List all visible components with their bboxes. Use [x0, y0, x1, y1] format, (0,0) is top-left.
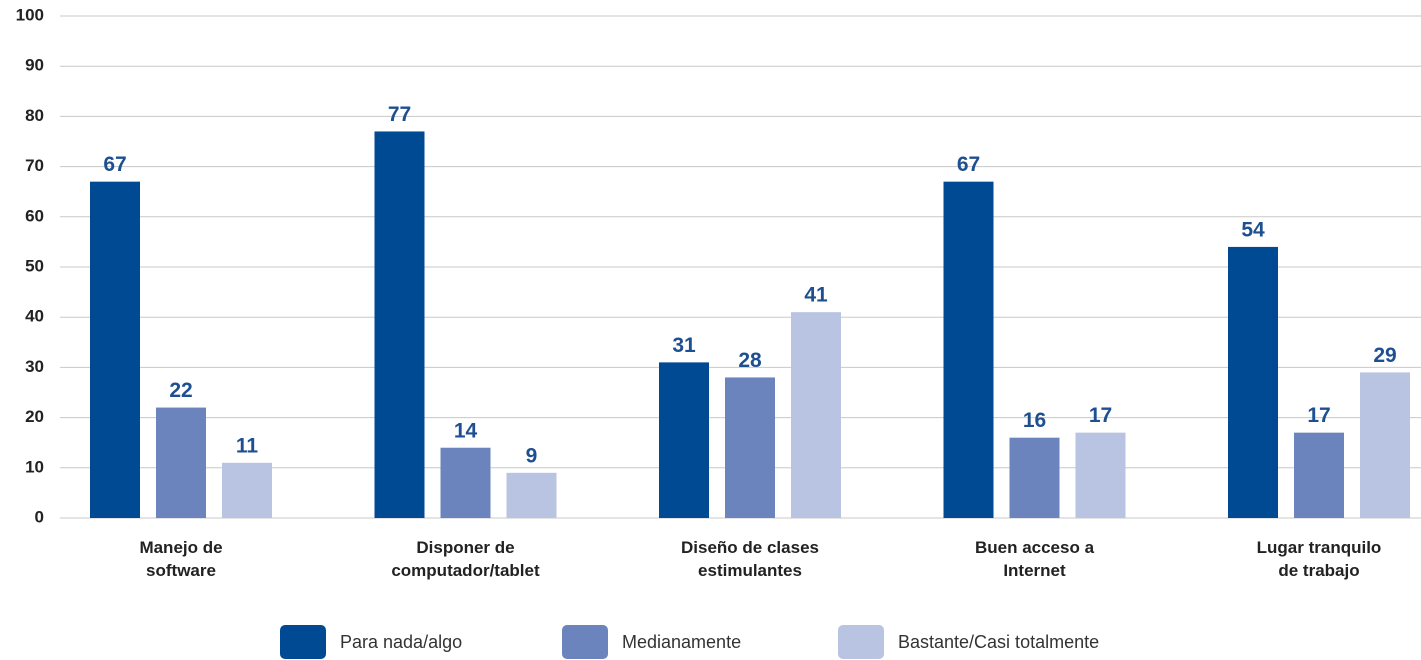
bar: [1360, 372, 1410, 518]
legend-item: Para nada/algo: [280, 624, 462, 660]
x-tick-label: Lugar tranquilo de trabajo: [1256, 538, 1382, 580]
y-tick-label: 60: [25, 206, 44, 225]
value-label: 54: [1241, 218, 1265, 241]
x-tick-label: Buen acceso a Internet: [974, 538, 1095, 580]
bar: [1294, 432, 1344, 518]
y-tick-label: 0: [35, 507, 44, 526]
bar: [943, 181, 994, 518]
y-tick-label: 40: [25, 307, 44, 326]
y-tick-label: 90: [25, 56, 44, 75]
bar: [374, 131, 425, 518]
y-tick-label: 20: [25, 407, 44, 426]
value-label: 77: [388, 103, 411, 126]
legend-label: Bastante/Casi totalmente: [898, 631, 1100, 652]
value-label: 22: [169, 379, 192, 402]
value-label: 67: [103, 153, 126, 176]
x-tick-label: Disponer de computador/tablet: [391, 538, 540, 580]
bar: [506, 472, 557, 518]
y-tick-label: 80: [25, 106, 44, 125]
legend-swatch: [562, 625, 608, 659]
legend-item: Bastante/Casi totalmente: [838, 624, 1099, 660]
value-label: 31: [672, 334, 696, 357]
value-label: 67: [957, 153, 980, 176]
y-tick-label: 70: [25, 156, 44, 175]
value-label: 16: [1023, 409, 1046, 432]
value-label: 28: [738, 349, 762, 372]
bar: [222, 462, 272, 518]
value-label: 9: [526, 444, 538, 467]
y-tick-label: 100: [16, 5, 44, 24]
bar: [659, 362, 709, 518]
legend-swatch: [280, 625, 326, 659]
value-label: 29: [1373, 344, 1396, 367]
bar: [1228, 246, 1278, 519]
legend-label: Para nada/algo: [340, 631, 463, 652]
value-label: 14: [454, 419, 478, 442]
legend-label: Medianamente: [622, 631, 742, 652]
bar: [440, 447, 491, 518]
legend-swatch: [838, 625, 884, 659]
legend-item: Medianamente: [562, 624, 741, 660]
bar: [156, 407, 206, 518]
x-tick-label: Diseño de clases estimulantes: [681, 538, 819, 580]
bar: [1075, 432, 1126, 518]
value-label: 17: [1089, 404, 1112, 427]
value-label: 17: [1307, 404, 1330, 427]
value-label: 11: [236, 434, 259, 457]
x-tick-label: Manejo de software: [139, 538, 223, 580]
plot: 0 10 20 30 40 50 60 70 80 90 100 67 22 11 77 14 9 31 28 41 6…: [16, 5, 1421, 526]
y-tick-label: 10: [25, 457, 44, 476]
bar: [791, 312, 841, 518]
bar: [725, 377, 775, 518]
bar: [1009, 437, 1060, 518]
bar: [90, 181, 140, 518]
y-tick-label: 30: [25, 357, 44, 376]
value-label: 41: [804, 284, 828, 307]
y-tick-label: 50: [25, 256, 44, 275]
